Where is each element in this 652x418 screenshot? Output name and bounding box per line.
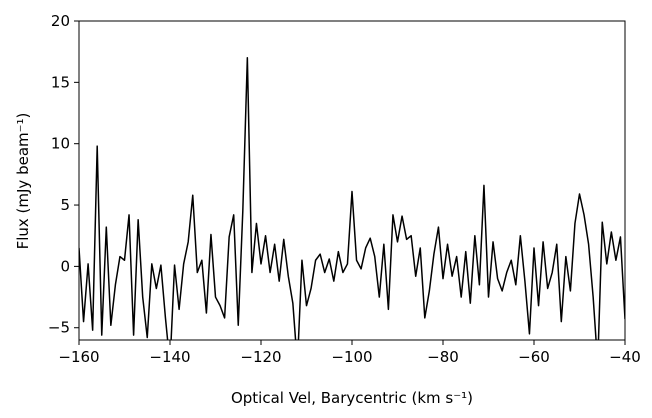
x-axis-label: Optical Vel, Barycentric (km s⁻¹) xyxy=(231,389,473,407)
y-tick-label: 20 xyxy=(51,12,70,30)
y-tick-label: 10 xyxy=(51,135,70,153)
y-tick-label: −5 xyxy=(48,319,70,337)
x-tick-label: −80 xyxy=(427,348,459,366)
x-tick-label: −140 xyxy=(149,348,190,366)
y-axis-label: Flux (mJy beam⁻¹) xyxy=(14,113,32,250)
y-tick-label: 5 xyxy=(60,196,70,214)
y-tick-label: 0 xyxy=(60,257,70,275)
x-tick-label: −40 xyxy=(609,348,641,366)
y-tick-label: 15 xyxy=(51,73,70,91)
spectrum-line xyxy=(79,57,625,340)
x-tick-label: −100 xyxy=(331,348,372,366)
x-tick-label: −60 xyxy=(518,348,550,366)
x-tick-label: −120 xyxy=(240,348,281,366)
x-tick-label: −160 xyxy=(58,348,99,366)
plot-frame xyxy=(78,20,626,341)
